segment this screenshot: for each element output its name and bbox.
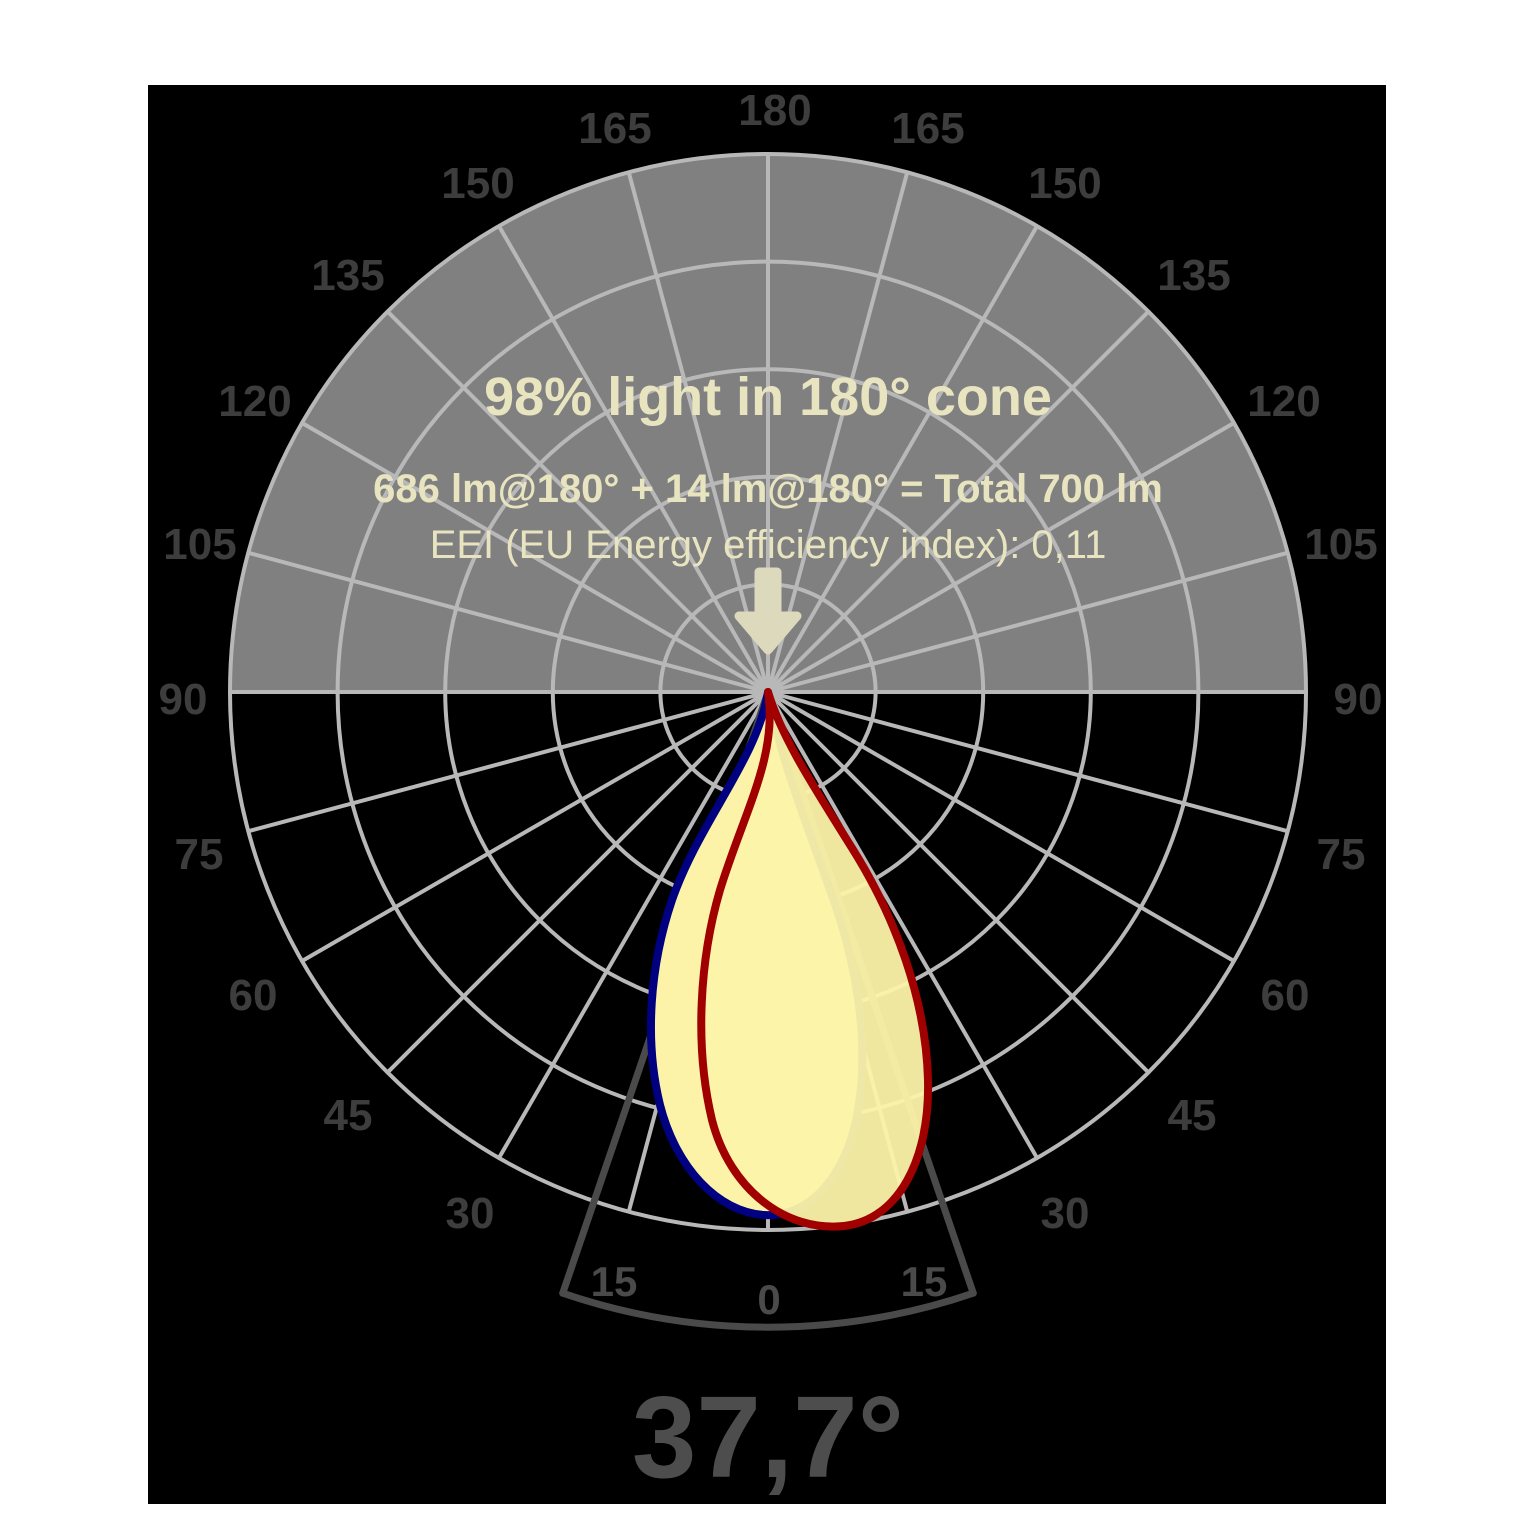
tick-0: 0 [757, 1276, 780, 1323]
tick-105-left: 105 [163, 520, 236, 569]
tick-75-right: 75 [1317, 830, 1366, 879]
spoke-105r [767, 550, 1289, 694]
tick-120-left: 120 [218, 377, 291, 426]
spoke-150r [766, 225, 1039, 694]
spoke-60l [301, 690, 770, 963]
eei-text: EEI (EU Energy efficiency index): 0,11 [430, 523, 1107, 567]
angle-tick-labels: 180 165 165 150 150 135 135 120 120 105 … [159, 86, 1383, 1323]
spoke-120r [766, 421, 1235, 694]
lumens-text: 686 lm@180° + 14 lm@180° = Total 700 lm [373, 467, 1163, 511]
spoke-150l [497, 225, 770, 694]
tick-30-left: 30 [446, 1189, 495, 1238]
tick-120-right: 120 [1247, 377, 1320, 426]
tick-90-left: 90 [159, 675, 208, 724]
tick-165-left: 165 [578, 104, 651, 153]
tick-105-right: 105 [1304, 520, 1377, 569]
tick-135-right: 135 [1157, 251, 1230, 300]
tick-15-left: 15 [591, 1258, 638, 1305]
tick-150-left: 150 [441, 159, 514, 208]
spoke-45r [766, 690, 1150, 1074]
spoke-135l [386, 310, 770, 694]
spoke-60r [766, 690, 1235, 963]
spoke-165r [766, 171, 910, 693]
curve-c90-c270 [697, 688, 933, 1231]
tick-165-right: 165 [891, 104, 964, 153]
spoke-165l [626, 171, 770, 693]
beam-angle-value: 37,7° [632, 1372, 904, 1502]
spoke-75r [767, 690, 1289, 834]
tick-15-right: 15 [901, 1258, 948, 1305]
tick-60-left: 60 [229, 971, 278, 1020]
spoke-120l [301, 421, 770, 694]
beam-arc [559, 1289, 977, 1331]
spoke-30l [497, 690, 770, 1159]
spoke-30r [766, 690, 1039, 1159]
headline-text: 98% light in 180° cone [484, 367, 1052, 427]
tick-180: 180 [738, 86, 811, 135]
spoke-135r [766, 310, 1150, 694]
tick-45-left: 45 [324, 1091, 373, 1140]
distribution-curves [646, 688, 933, 1231]
spoke-45l [386, 690, 770, 1074]
tick-45-right: 45 [1168, 1091, 1217, 1140]
spoke-105l [247, 550, 769, 694]
down-arrow-icon [734, 567, 802, 655]
tick-30-right: 30 [1041, 1189, 1090, 1238]
spoke-75l [247, 690, 769, 834]
tick-150-right: 150 [1028, 159, 1101, 208]
tick-60-right: 60 [1261, 971, 1310, 1020]
tick-135-left: 135 [311, 251, 384, 300]
tick-75-left: 75 [175, 830, 224, 879]
tick-90-right: 90 [1334, 675, 1383, 724]
